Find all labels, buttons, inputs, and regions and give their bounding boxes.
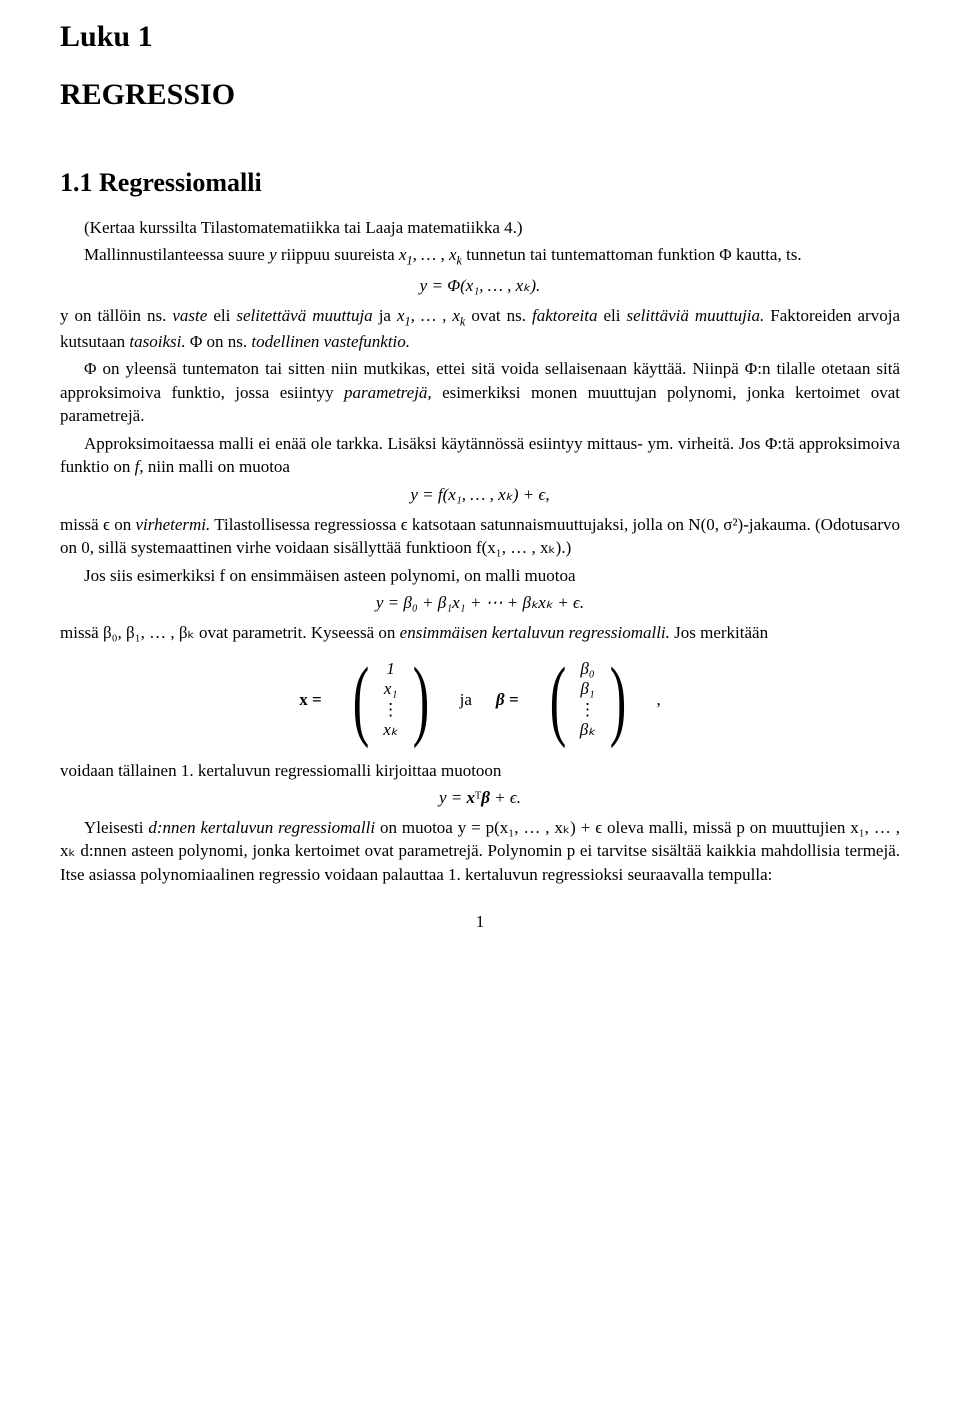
matrix-beta-column: β₀ β₁ ⋮ βₖ	[573, 655, 603, 745]
text: tunnetun tai tuntemattoman funktion Φ ka…	[462, 245, 802, 264]
cell: xₖ	[383, 720, 398, 740]
equation-2: y = f(x₁, … , xₖ) + ϵ,	[60, 485, 900, 505]
cell: 1	[386, 659, 395, 679]
cell: βₖ	[580, 720, 596, 740]
cell: β₀	[580, 659, 594, 679]
text: eli	[207, 306, 236, 325]
term-vaste: vaste	[172, 306, 207, 325]
right-paren: )	[412, 655, 428, 745]
term-tasoiksi: tasoiksi.	[129, 332, 185, 351]
text: ja	[373, 306, 397, 325]
paragraph-4: Φ on yleensä tuntematon tai sitten niin …	[60, 357, 900, 427]
cell: x₁	[384, 679, 397, 699]
text: riippuu suureista	[277, 245, 399, 264]
paragraph-3: y on tällöin ns. vaste eli selitettävä m…	[60, 304, 900, 354]
paragraph-2: Mallinnustilanteessa suure y riippuu suu…	[60, 243, 900, 269]
term-ensimmaisen-kertaluvun: ensimmäisen kertaluvun regressiomalli.	[400, 623, 670, 642]
text: Φ on ns.	[186, 332, 252, 351]
paragraph-6: missä ϵ on virhetermi. Tilastollisessa r…	[60, 513, 900, 560]
term-parametreja: parametrejä,	[344, 383, 432, 402]
eq4-x: x	[467, 788, 476, 807]
equation-1: y = Φ(x₁, … , xₖ).	[60, 276, 900, 296]
text: Yleisesti	[84, 818, 148, 837]
term-faktoreita: faktoreita	[532, 306, 597, 325]
paragraph-5: Approksimoitaessa malli ei enää ole tark…	[60, 432, 900, 479]
right-paren: )	[609, 655, 625, 745]
chapter-title: REGRESSIO	[60, 78, 900, 112]
eq4-rhs: + ϵ.	[490, 788, 521, 807]
paragraph-7: Jos siis esimerkiksi f on ensimmäisen as…	[60, 564, 900, 587]
term-virhetermi: virhetermi.	[136, 515, 211, 534]
matrix-comma: ,	[657, 690, 661, 710]
text: missä β₀, β₁, … , βₖ ovat parametrit. Ky…	[60, 623, 400, 642]
vdots: ⋮	[579, 700, 596, 720]
matrix-definition: x = ( 1 x₁ ⋮ xₖ ) ja β = ( β₀ β₁ ⋮ βₖ ) …	[60, 655, 900, 745]
chapter-label: Luku 1	[60, 20, 900, 54]
matrix-beta: ( β₀ β₁ ⋮ βₖ )	[543, 655, 633, 745]
text: Mallinnustilanteessa suure	[84, 245, 269, 264]
page: Luku 1 REGRESSIO 1.1 Regressiomalli (Ker…	[0, 0, 960, 1402]
text: y on tällöin ns.	[60, 306, 172, 325]
paragraph-8: missä β₀, β₁, … , βₖ ovat parametrit. Ky…	[60, 621, 900, 644]
text: missä ϵ on	[60, 515, 136, 534]
text: eli	[597, 306, 626, 325]
term-selitettava: selitettävä muuttuja	[236, 306, 372, 325]
vdots: ⋮	[382, 700, 399, 720]
cell: β₁	[580, 679, 594, 699]
page-number: 1	[60, 912, 900, 932]
matrix-x: ( 1 x₁ ⋮ xₖ )	[346, 655, 436, 745]
term-dnnen-kertaluvun: d:nnen kertaluvun regressiomalli	[148, 818, 375, 837]
x-equals: x =	[299, 690, 321, 710]
eq4-beta: β	[481, 788, 490, 807]
matrix-x-column: 1 x₁ ⋮ xₖ	[376, 655, 406, 745]
equation-4: y = xᵀβ + ϵ.	[60, 788, 900, 808]
text: ovat ns.	[465, 306, 532, 325]
eq4-lhs: y =	[439, 788, 467, 807]
paragraph-9: voidaan tällainen 1. kertaluvun regressi…	[60, 759, 900, 782]
matrix-conjunction: ja	[460, 690, 472, 710]
equation-3: y = β₀ + β₁x₁ + ⋯ + βₖxₖ + ϵ.	[60, 593, 900, 613]
paragraph-1: (Kertaa kurssilta Tilastomatematiikka ta…	[60, 216, 900, 239]
text: , niin malli on muotoa	[139, 457, 290, 476]
section-heading: 1.1 Regressiomalli	[60, 168, 900, 198]
text: Jos merkitään	[670, 623, 768, 642]
beta-equals: β =	[496, 690, 519, 710]
term-selittavia: selittäviä muuttujia.	[627, 306, 765, 325]
left-paren: (	[549, 655, 565, 745]
term-vastefunktio: todellinen vastefunktio.	[251, 332, 410, 351]
paragraph-10: Yleisesti d:nnen kertaluvun regressiomal…	[60, 816, 900, 886]
left-paren: (	[352, 655, 368, 745]
